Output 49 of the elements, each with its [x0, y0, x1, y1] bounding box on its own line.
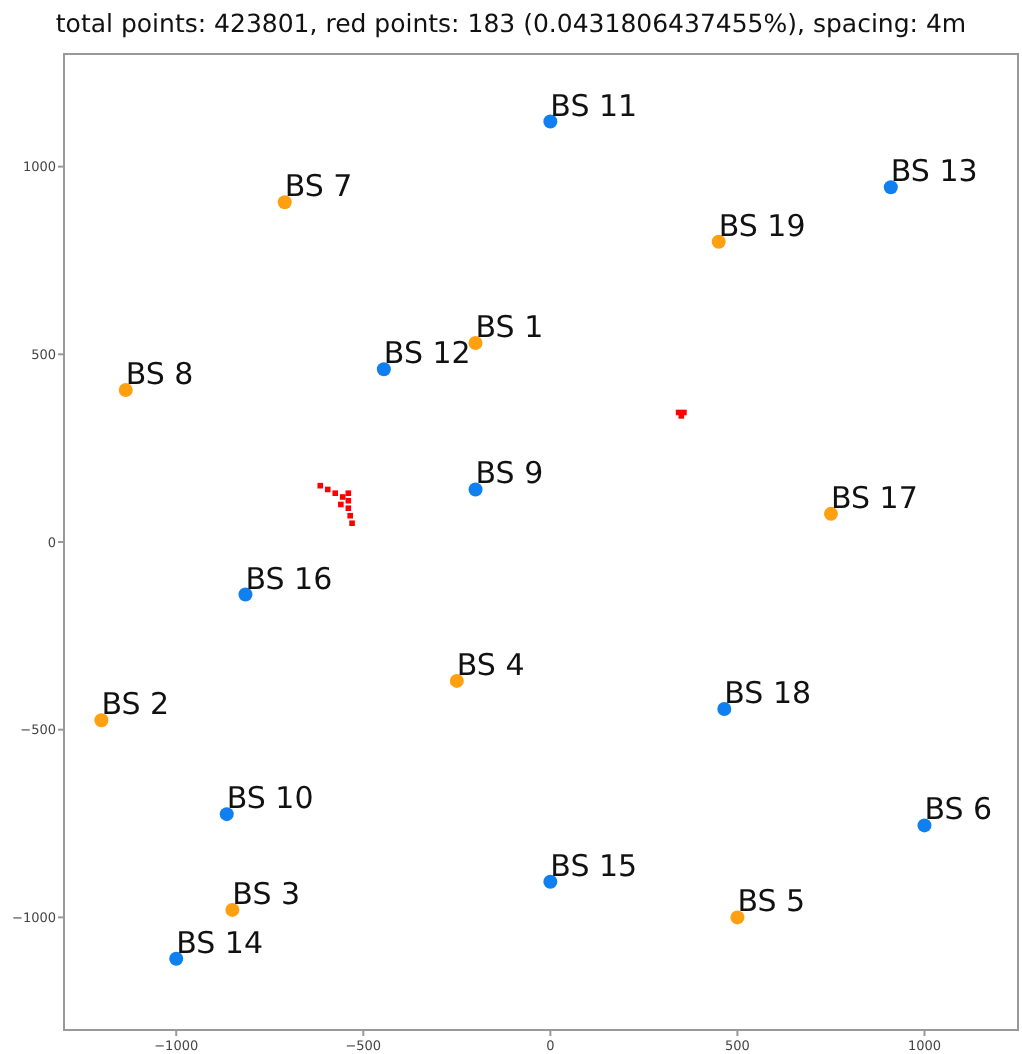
- series-label: BS 1: [475, 309, 544, 346]
- point: [339, 494, 346, 500]
- series-label: BS 13: [890, 153, 978, 190]
- point: [823, 506, 838, 521]
- series-label: BS 10: [226, 780, 314, 817]
- series-label: BS 6: [924, 791, 993, 828]
- point: [345, 490, 352, 496]
- series-label: BS 19: [718, 207, 806, 244]
- series-label: BS 7: [284, 168, 353, 205]
- point: [225, 902, 240, 917]
- point: [917, 818, 932, 833]
- series-label: BS 3: [232, 875, 301, 912]
- point: [169, 951, 184, 966]
- point: [883, 180, 898, 195]
- point: [449, 673, 464, 688]
- point: [468, 336, 483, 351]
- series-label: BS 16: [245, 560, 333, 597]
- point: [468, 482, 483, 497]
- point: [118, 382, 133, 397]
- series-label: BS 15: [550, 847, 638, 884]
- series-label: BS 8: [125, 355, 194, 392]
- point: [347, 512, 353, 519]
- series-label: BS 4: [456, 646, 525, 683]
- point: [543, 874, 558, 889]
- point: [345, 497, 352, 504]
- series-label: BS 2: [101, 686, 170, 723]
- point: [730, 910, 745, 925]
- point: [543, 114, 558, 129]
- point: [277, 195, 292, 210]
- series-label: BS 14: [176, 924, 264, 961]
- point: [338, 501, 344, 508]
- point: [345, 505, 352, 512]
- series-label: BS 18: [724, 675, 812, 712]
- point: [711, 234, 726, 249]
- point: [324, 486, 331, 493]
- point: [94, 713, 109, 728]
- series-label: BS 12: [383, 335, 471, 372]
- point: [349, 520, 355, 527]
- point: [317, 482, 324, 489]
- point: [717, 702, 732, 717]
- point: [332, 490, 339, 496]
- series-label: BS 17: [830, 479, 918, 516]
- chart-title: total points: 423801, red points: 183 (0.0431806437455%), spacing: 4m: [55, 8, 967, 38]
- point: [376, 362, 391, 377]
- point: [219, 807, 234, 822]
- series-label: BS 11: [550, 87, 638, 124]
- series-label: BS 5: [737, 883, 806, 920]
- series-label: BS 9: [475, 455, 544, 492]
- point: [238, 587, 253, 602]
